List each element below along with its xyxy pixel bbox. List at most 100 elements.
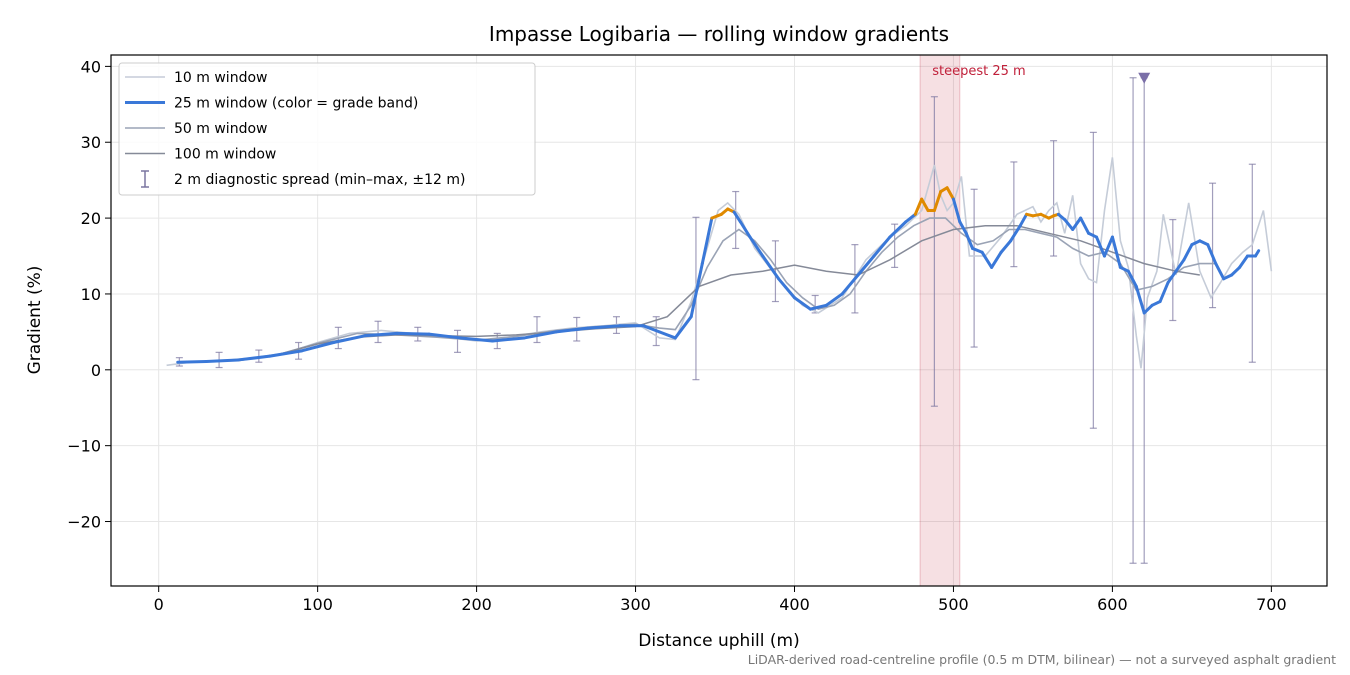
steepest-band-label: steepest 25 m bbox=[932, 64, 1025, 79]
series-25m-segment bbox=[332, 334, 367, 344]
series-25m-segment bbox=[1206, 243, 1218, 266]
series-25m-segment bbox=[522, 330, 558, 340]
y-tick-label: −20 bbox=[67, 513, 101, 532]
plot-frame bbox=[110, 54, 1328, 587]
series-25m-segment bbox=[490, 336, 526, 343]
series-25m-segment bbox=[268, 349, 304, 358]
x-tick-label: 200 bbox=[461, 595, 492, 614]
series-25m-segment bbox=[1182, 243, 1194, 262]
series-25m-segment bbox=[204, 358, 240, 363]
series-25m-segment bbox=[824, 292, 844, 307]
legend-label: 2 m diagnostic spread (min–max, ±12 m) bbox=[174, 172, 465, 188]
series-25m-segment bbox=[1126, 269, 1138, 288]
y-tick-label: −10 bbox=[67, 437, 101, 456]
series-25m-segment bbox=[459, 336, 494, 343]
series-25m-segment bbox=[1134, 284, 1146, 315]
series-25m-segment bbox=[808, 303, 828, 311]
series-25m-segment bbox=[689, 262, 704, 319]
series-25m-segment bbox=[920, 197, 930, 213]
x-axis-label: Distance uphill (m) bbox=[638, 631, 799, 651]
chart-title: Impasse Logibaria — rolling window gradi… bbox=[489, 22, 949, 46]
y-tick-label: 0 bbox=[91, 361, 101, 380]
series-25m-segment bbox=[964, 231, 975, 250]
series-25m-segment bbox=[1166, 269, 1178, 285]
series-25m-segment bbox=[1110, 235, 1122, 269]
x-tick-label: 500 bbox=[938, 595, 969, 614]
series-25m-segment bbox=[793, 296, 812, 311]
series-25m-segment bbox=[872, 235, 892, 258]
series-25m-segment bbox=[1214, 262, 1226, 281]
series-25m-segment bbox=[999, 239, 1013, 254]
series-25m-segment bbox=[673, 315, 693, 340]
series-25m-segment bbox=[1102, 235, 1114, 258]
series-25m-segment bbox=[1018, 212, 1029, 228]
steepest-band-area bbox=[919, 54, 961, 587]
series-25m-segment bbox=[363, 331, 399, 338]
series-25m-segment bbox=[888, 220, 908, 239]
series-25m-segment bbox=[777, 277, 797, 300]
series-25m-segment bbox=[913, 197, 924, 216]
series-25m-segment bbox=[748, 235, 765, 258]
x-tick-label: 700 bbox=[1256, 595, 1287, 614]
series-25m-segment bbox=[971, 246, 984, 254]
series-25m-segment bbox=[738, 220, 752, 239]
y-tick-label: 10 bbox=[81, 285, 101, 304]
series-25m-segment bbox=[236, 354, 272, 362]
legend-label: 100 m window bbox=[174, 147, 276, 163]
x-tick-label: 600 bbox=[1097, 595, 1128, 614]
series-25m-segment bbox=[958, 220, 968, 235]
y-tick-label: 40 bbox=[81, 57, 101, 76]
max-marker bbox=[1138, 72, 1151, 84]
series-25m-segment bbox=[932, 190, 943, 213]
x-tick-label: 400 bbox=[779, 595, 810, 614]
y-tick-label: 20 bbox=[81, 209, 101, 228]
series-25m-segment bbox=[840, 273, 860, 296]
series-25m-segment bbox=[856, 254, 876, 277]
series-25m-segment bbox=[300, 340, 336, 353]
series-25m-segment bbox=[1230, 265, 1242, 277]
series-25m-segment bbox=[1063, 218, 1075, 231]
series-25m-segment bbox=[945, 186, 955, 201]
legend-label: 10 m window bbox=[174, 70, 267, 86]
footnote: LiDAR-derived road-centreline profile (0… bbox=[748, 652, 1336, 667]
legend-label: 25 m window (color = grade band) bbox=[174, 96, 418, 112]
series-25m-segment bbox=[700, 216, 714, 266]
series-25m-segment bbox=[657, 330, 677, 340]
series-25m-segment bbox=[1009, 224, 1022, 243]
series-25m-segment bbox=[761, 254, 781, 281]
series-25m-segment bbox=[1095, 235, 1106, 258]
series-25m-segment bbox=[951, 197, 962, 224]
series-25m-segment bbox=[990, 250, 1003, 269]
series-25m-segment bbox=[641, 324, 661, 334]
series-25m-segment bbox=[1079, 216, 1091, 235]
ticks: 0 100 200 300 400 500 600 700 −20 −10 0 10 20 30 40 bbox=[67, 57, 1286, 614]
legend-label: 50 m window bbox=[174, 121, 267, 137]
series-25m-segment bbox=[586, 324, 622, 330]
series-25m-segment bbox=[732, 210, 742, 224]
legend-box bbox=[118, 62, 536, 196]
series-25m-segment bbox=[904, 212, 917, 224]
series-25m-segment bbox=[1238, 254, 1250, 269]
x-tick-label: 0 bbox=[154, 595, 164, 614]
x-tick-label: 100 bbox=[302, 595, 333, 614]
series-50m-line bbox=[198, 217, 1216, 363]
series-25m-segment bbox=[176, 359, 208, 364]
series-25m-segment bbox=[1174, 258, 1186, 273]
y-tick-label: 30 bbox=[81, 133, 101, 152]
series-25m-segment bbox=[1158, 281, 1170, 304]
y-axis-label: Gradient (%) bbox=[25, 266, 45, 375]
x-tick-label: 300 bbox=[620, 595, 651, 614]
series-25m-segment bbox=[1253, 249, 1261, 258]
legend: 10 m window 25 m window (color = grade ba… bbox=[118, 62, 536, 196]
series-25m-segment bbox=[710, 212, 723, 220]
series-25m-segment bbox=[395, 331, 431, 336]
series-group bbox=[166, 72, 1273, 564]
steepest-band bbox=[919, 54, 961, 587]
series-25m-segment bbox=[427, 332, 463, 340]
series-25m-segment bbox=[554, 326, 590, 334]
series-25m-segment bbox=[1071, 216, 1083, 231]
series-25m-segment bbox=[1142, 303, 1154, 315]
series-25m-segment bbox=[980, 250, 994, 269]
axes bbox=[110, 54, 1328, 587]
